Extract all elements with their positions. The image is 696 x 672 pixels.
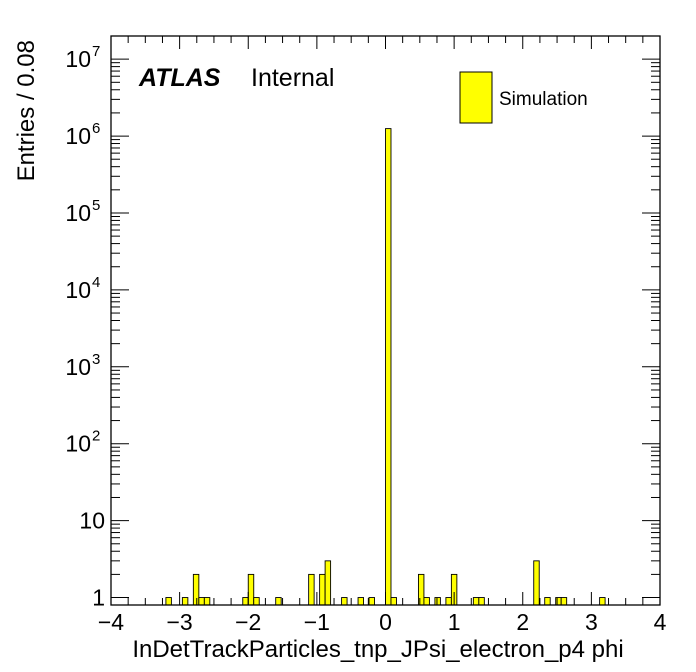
histogram-bar [198,597,205,606]
y-tick-exponent: 4 [92,274,100,291]
legend: Simulation [459,71,588,124]
histogram-bar [247,573,255,606]
x-axis-title: InDetTrackParticles_tnp_JPsi_electron_p4… [132,636,623,663]
histogram-bar [275,597,282,606]
y-tick-label: 10 [65,431,91,457]
x-tick-label: 3 [585,609,598,635]
histogram-bar [308,573,315,606]
y-tick-label: 10 [65,123,91,149]
histogram-bar [478,597,485,606]
y-tick-exponent: 5 [92,197,100,214]
y-tick-label: 10 [79,508,105,534]
histogram-bar [423,597,430,606]
y-tick-exponent: 7 [92,43,100,60]
histogram-bar [368,597,375,606]
y-tick-exponent: 2 [92,428,100,445]
histogram-bar [533,560,540,606]
histogram-bar [319,573,326,606]
y-axis-title: Entries / 0.08 [13,40,40,181]
histogram-bar [341,597,348,606]
histogram-bar [324,560,332,606]
histogram-bar [445,597,452,606]
histogram-bar [417,573,425,606]
histogram-bar [357,597,364,606]
bars-layer [165,128,606,606]
legend-swatch [459,71,493,124]
internal-label: Internal [251,64,334,92]
histogram-bar [385,128,392,606]
legend-label-simulation: Simulation [499,89,588,110]
y-tick-exponent: 6 [92,120,100,137]
y-tick-label: 10 [65,200,91,226]
x-tick-label: −1 [304,609,330,635]
y-tick-label: 1 [92,585,105,611]
plot-frame [110,35,661,606]
histogram-bar [472,597,480,606]
x-tick-label: 2 [516,609,529,635]
x-tick-label: −2 [235,609,261,635]
y-tick-label: 10 [65,46,91,72]
y-tick-label: 10 [65,354,91,380]
histogram-bar [253,597,260,606]
histogram-bar [555,597,562,606]
x-tick-label: 0 [379,609,392,635]
histogram-bar [390,597,397,606]
y-tick-label: 10 [65,277,91,303]
x-tick-label: 1 [448,609,461,635]
x-tick-label: −4 [98,609,124,635]
y-tick-exponent: 3 [92,351,100,368]
histogram-bar [192,573,200,606]
histogram-bar [434,597,441,606]
histogram-bar [544,597,551,606]
histogram-bar [181,597,189,606]
x-tick-label: 4 [654,609,667,635]
histogram-bar [599,597,606,606]
histogram-bar [203,597,211,606]
atlas-label: ATLAS [138,64,221,92]
histogram-bar [560,597,568,606]
x-tick-label: −3 [167,609,193,635]
histogram-bar [165,597,172,606]
x-tick-labels: −4 −3 −2 −1 0 1 2 3 4 [98,609,667,635]
histogram-bar [242,597,249,606]
